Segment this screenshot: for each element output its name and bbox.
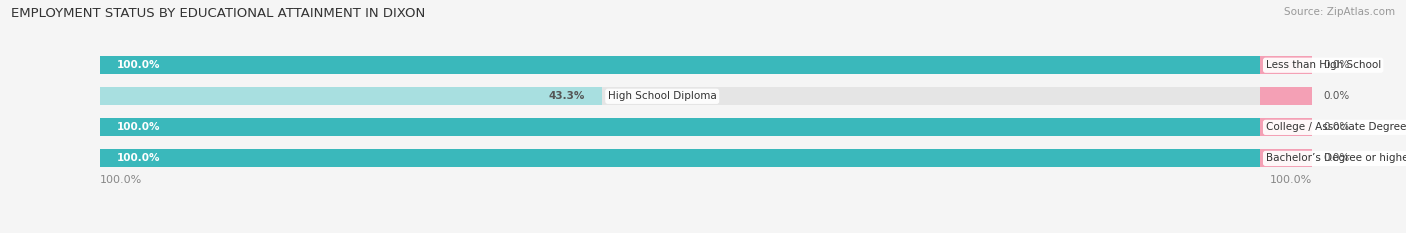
Bar (1260, 87, 1312, 105)
Text: 100.0%: 100.0% (117, 154, 160, 163)
Text: 0.0%: 0.0% (1323, 122, 1350, 132)
Bar (100, 149, 1312, 168)
Bar (1260, 56, 1312, 74)
Text: High School Diploma: High School Diploma (607, 91, 717, 101)
Text: Source: ZipAtlas.com: Source: ZipAtlas.com (1284, 7, 1395, 17)
Text: 100.0%: 100.0% (100, 175, 142, 185)
Text: EMPLOYMENT STATUS BY EDUCATIONAL ATTAINMENT IN DIXON: EMPLOYMENT STATUS BY EDUCATIONAL ATTAINM… (11, 7, 426, 20)
Text: 0.0%: 0.0% (1323, 60, 1350, 70)
Bar (1260, 149, 1312, 168)
Text: 43.3%: 43.3% (548, 91, 585, 101)
Text: 0.0%: 0.0% (1323, 91, 1350, 101)
Bar (100, 87, 602, 105)
Bar (100, 118, 1312, 136)
Bar (100, 87, 1312, 105)
Bar (1260, 118, 1312, 136)
Bar (100, 149, 1260, 168)
Bar (100, 118, 1260, 136)
Text: 100.0%: 100.0% (117, 60, 160, 70)
Text: Bachelor’s Degree or higher: Bachelor’s Degree or higher (1265, 154, 1406, 163)
Text: Less than High School: Less than High School (1265, 60, 1381, 70)
Text: 0.0%: 0.0% (1323, 154, 1350, 163)
Text: 100.0%: 100.0% (1270, 175, 1312, 185)
Text: College / Associate Degree: College / Associate Degree (1265, 122, 1406, 132)
Bar (100, 56, 1312, 74)
Text: 100.0%: 100.0% (117, 122, 160, 132)
Bar (100, 56, 1260, 74)
